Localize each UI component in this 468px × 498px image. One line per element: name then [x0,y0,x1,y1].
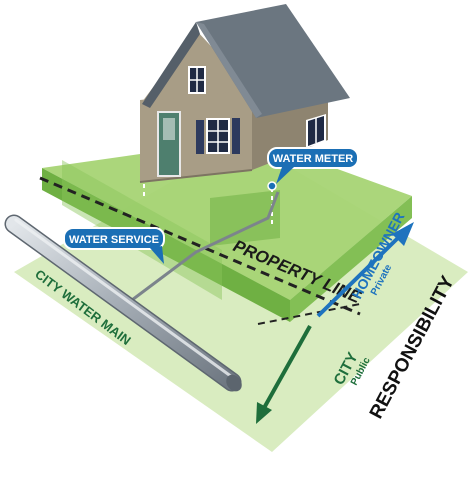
homeowner-arrow [316,222,414,318]
house [139,4,350,183]
water-service-callout: WATER SERVICE [63,227,165,264]
shutter-left [196,120,204,154]
water-meter-icon [267,181,277,191]
meter-pit [210,190,280,246]
lawn-side-strip [290,196,412,322]
lawn-front-strip [42,168,290,322]
city-water-main-pipe [4,214,242,392]
water-meter-label: WATER METER [273,153,354,165]
property-line-dashed [39,176,361,316]
city-arrow [256,325,312,424]
shutter-right [232,118,240,154]
property-boundary-dashed [257,303,361,325]
water-service-label: WATER SERVICE [69,234,159,246]
house-roof [196,4,350,118]
water-meter-callout: WATER METER [267,147,359,184]
water-service-pipe [131,191,280,302]
